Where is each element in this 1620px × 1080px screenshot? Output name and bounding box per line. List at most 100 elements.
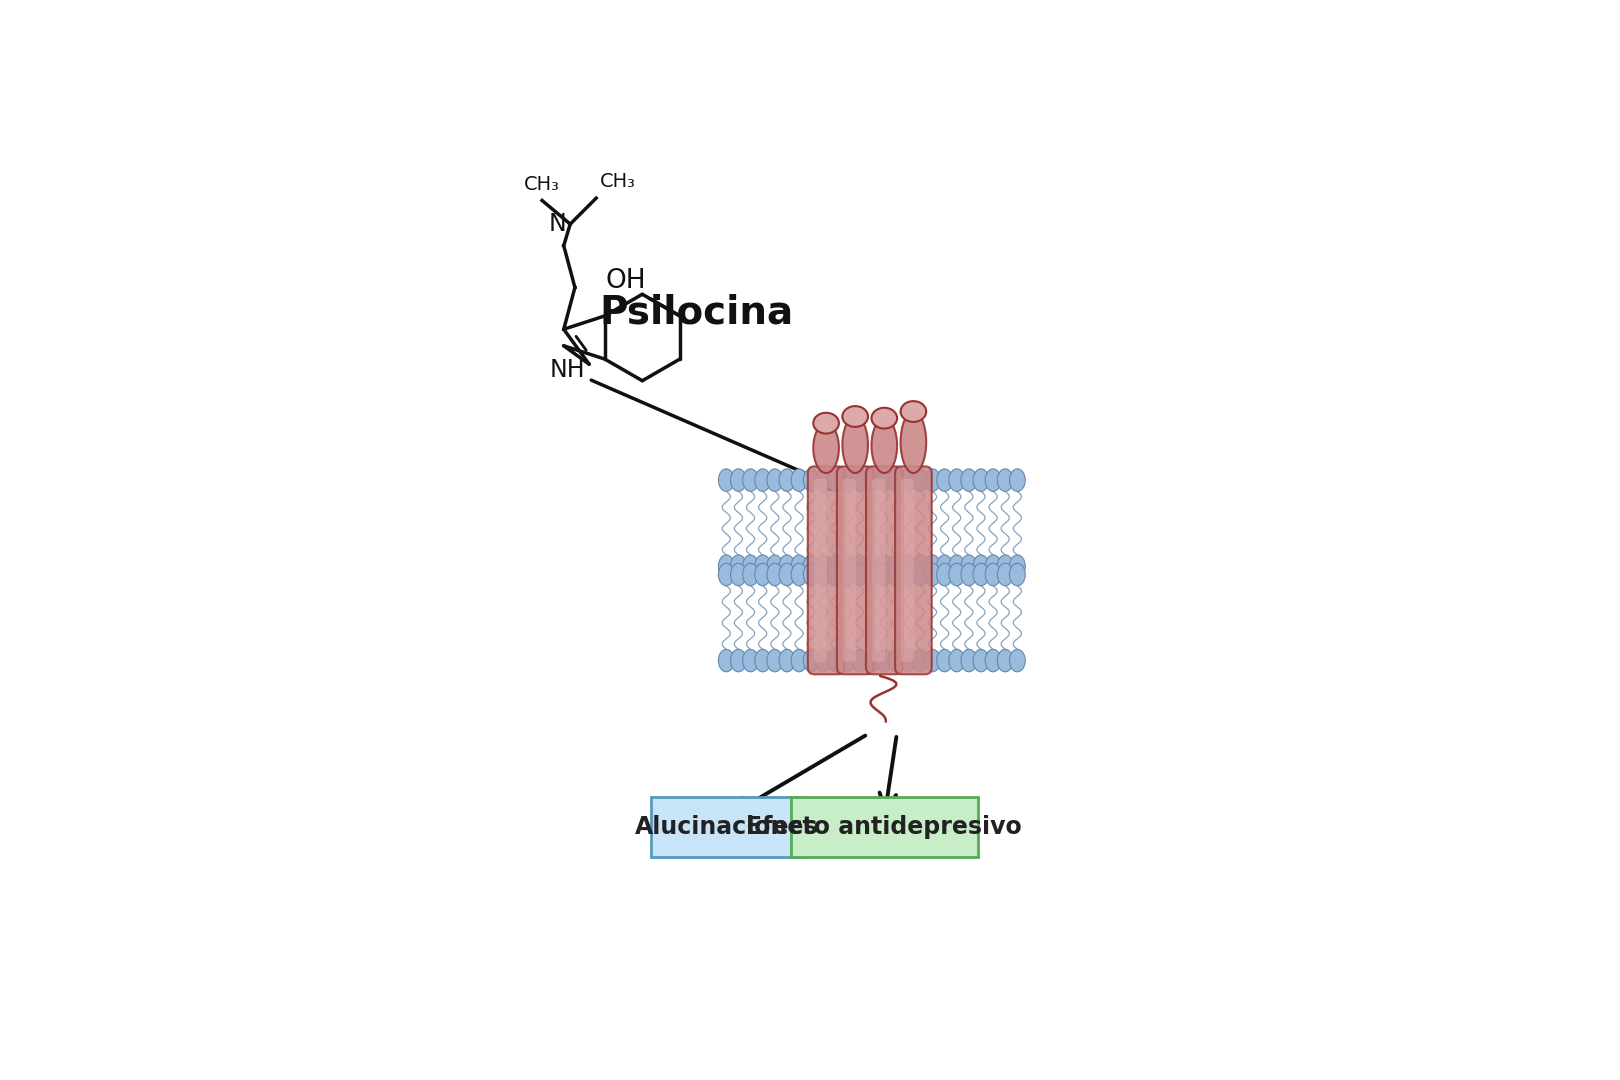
FancyBboxPatch shape <box>813 478 826 662</box>
Ellipse shape <box>718 469 734 491</box>
Ellipse shape <box>974 469 988 491</box>
Ellipse shape <box>828 564 844 585</box>
Ellipse shape <box>998 555 1012 578</box>
Ellipse shape <box>804 649 820 672</box>
Text: N: N <box>548 212 565 237</box>
Ellipse shape <box>718 649 734 672</box>
FancyBboxPatch shape <box>901 478 914 662</box>
Ellipse shape <box>901 469 917 491</box>
Ellipse shape <box>863 555 880 578</box>
Ellipse shape <box>839 564 855 585</box>
Ellipse shape <box>912 469 928 491</box>
Ellipse shape <box>876 555 893 578</box>
Ellipse shape <box>742 555 758 578</box>
Ellipse shape <box>974 555 988 578</box>
Ellipse shape <box>842 406 868 427</box>
Ellipse shape <box>839 555 855 578</box>
Ellipse shape <box>985 564 1001 585</box>
Ellipse shape <box>828 469 844 491</box>
Ellipse shape <box>936 649 953 672</box>
Ellipse shape <box>731 469 747 491</box>
Ellipse shape <box>828 555 844 578</box>
Ellipse shape <box>901 555 917 578</box>
Text: CH₃: CH₃ <box>601 173 637 191</box>
Ellipse shape <box>804 564 820 585</box>
Ellipse shape <box>766 649 782 672</box>
Ellipse shape <box>742 649 758 672</box>
Ellipse shape <box>901 401 927 422</box>
Ellipse shape <box>791 469 807 491</box>
Ellipse shape <box>888 649 904 672</box>
Ellipse shape <box>1009 649 1025 672</box>
Ellipse shape <box>731 564 747 585</box>
Ellipse shape <box>815 555 831 578</box>
Ellipse shape <box>961 564 977 585</box>
Ellipse shape <box>936 555 953 578</box>
Text: CH₃: CH₃ <box>525 175 561 193</box>
Ellipse shape <box>755 555 771 578</box>
Ellipse shape <box>779 469 795 491</box>
Ellipse shape <box>998 564 1012 585</box>
Ellipse shape <box>925 555 940 578</box>
Ellipse shape <box>1009 469 1025 491</box>
Ellipse shape <box>872 408 897 429</box>
Ellipse shape <box>742 564 758 585</box>
Ellipse shape <box>742 469 758 491</box>
Ellipse shape <box>731 649 747 672</box>
Ellipse shape <box>718 564 734 585</box>
Ellipse shape <box>912 555 928 578</box>
Ellipse shape <box>766 564 782 585</box>
Ellipse shape <box>804 469 820 491</box>
Ellipse shape <box>852 649 868 672</box>
FancyBboxPatch shape <box>838 467 873 674</box>
Ellipse shape <box>791 555 807 578</box>
Ellipse shape <box>901 649 917 672</box>
Ellipse shape <box>888 564 904 585</box>
Ellipse shape <box>731 555 747 578</box>
Ellipse shape <box>718 555 734 578</box>
Ellipse shape <box>755 469 771 491</box>
Ellipse shape <box>998 469 1012 491</box>
FancyBboxPatch shape <box>842 478 855 662</box>
Ellipse shape <box>961 469 977 491</box>
Ellipse shape <box>876 469 893 491</box>
Ellipse shape <box>936 469 953 491</box>
Ellipse shape <box>961 555 977 578</box>
Ellipse shape <box>842 417 868 473</box>
Ellipse shape <box>1009 555 1025 578</box>
Ellipse shape <box>863 469 880 491</box>
Ellipse shape <box>925 564 940 585</box>
Ellipse shape <box>985 469 1001 491</box>
FancyBboxPatch shape <box>896 467 932 674</box>
Ellipse shape <box>888 469 904 491</box>
Ellipse shape <box>791 649 807 672</box>
Ellipse shape <box>766 555 782 578</box>
Ellipse shape <box>949 564 964 585</box>
Ellipse shape <box>813 413 839 433</box>
Ellipse shape <box>985 649 1001 672</box>
Ellipse shape <box>852 555 868 578</box>
Text: Efecto antidepresivo: Efecto antidepresivo <box>747 815 1022 839</box>
FancyBboxPatch shape <box>867 467 902 674</box>
Ellipse shape <box>901 564 917 585</box>
Ellipse shape <box>815 469 831 491</box>
Ellipse shape <box>815 649 831 672</box>
Ellipse shape <box>852 564 868 585</box>
Ellipse shape <box>974 649 988 672</box>
Ellipse shape <box>755 649 771 672</box>
Ellipse shape <box>766 469 782 491</box>
Ellipse shape <box>985 555 1001 578</box>
FancyBboxPatch shape <box>872 478 885 662</box>
Ellipse shape <box>974 564 988 585</box>
Ellipse shape <box>828 649 844 672</box>
Text: NH: NH <box>551 359 586 382</box>
Ellipse shape <box>863 564 880 585</box>
FancyBboxPatch shape <box>808 467 844 674</box>
Ellipse shape <box>949 649 964 672</box>
Ellipse shape <box>1009 564 1025 585</box>
Ellipse shape <box>949 555 964 578</box>
Text: Alucinaciones: Alucinaciones <box>635 815 818 839</box>
Ellipse shape <box>839 649 855 672</box>
Ellipse shape <box>755 564 771 585</box>
Ellipse shape <box>998 649 1012 672</box>
